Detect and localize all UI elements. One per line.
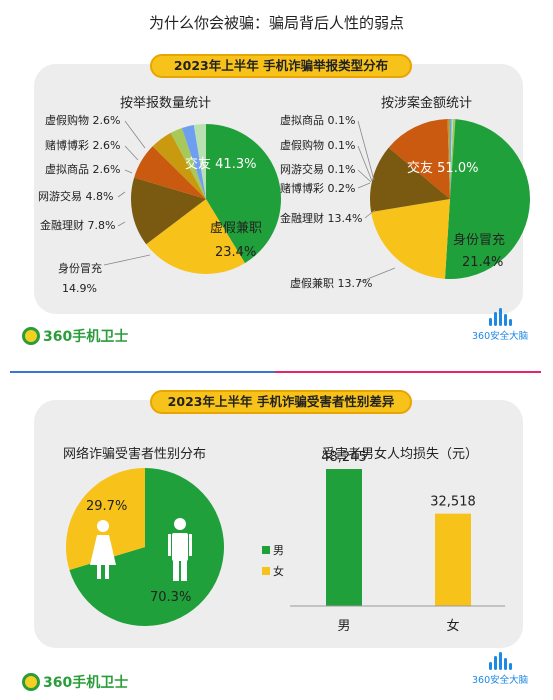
pie-slice-gambling — [181, 124, 206, 199]
loss-value-female: 32,518 — [430, 495, 476, 510]
pie-slice-fake-job — [146, 199, 245, 274]
loss-bar-title: 受害者男女人均损失（元） — [322, 447, 479, 462]
amount-label-virtual-goods: 虚拟商品 0.1% — [280, 113, 355, 127]
count-label-fake-shopping: 虚假购物 2.6% — [45, 113, 120, 127]
count-label-fake-job: 虚假兼职 — [210, 221, 262, 236]
amount-label-game-trade: 网游交易 0.1% — [280, 162, 355, 176]
legend-label-male: 男 — [273, 544, 284, 557]
brain-logo-icon-bottom — [472, 652, 528, 670]
gender-slice-male — [69, 468, 225, 626]
loss-bar-female — [435, 513, 471, 606]
amount-label-fake-job: 虚假兼职 13.7% — [290, 276, 372, 290]
amount-label-impersonation: 身份冒充 — [453, 232, 505, 248]
amount-value-impersonation: 21.4% — [462, 255, 503, 270]
count-label-dating: 交友 41.3% — [185, 156, 256, 172]
brain-logo-text-bottom: 360安全大脑 — [472, 675, 529, 686]
gender-value-female: 29.7% — [86, 499, 127, 514]
brain-logo-icon — [472, 308, 528, 326]
loss-category-female: 女 — [446, 618, 459, 634]
amount-slice-fake-shopping — [450, 119, 454, 199]
gender-slice-female — [65, 468, 145, 570]
pie-slice-game-trade — [152, 132, 206, 199]
loss-value-male: 48,245 — [321, 450, 367, 465]
pie-slice-fake-shopping — [193, 124, 206, 199]
legend-label-female: 女 — [273, 564, 284, 578]
report-type-banner: 2023年上半年 手机诈骗举报类型分布 — [150, 54, 412, 78]
count-label-game-trade: 网游交易 4.8% — [38, 189, 113, 203]
gender-banner: 2023年上半年 手机诈骗受害者性别差异 — [150, 390, 412, 414]
brain-logo-text: 360安全大脑 — [472, 331, 529, 342]
male-figure-icon — [168, 518, 192, 581]
amount-slice-finance — [388, 119, 450, 199]
amount-slice-fake-job — [370, 147, 450, 213]
amount-label-dating: 交友 51.0% — [407, 160, 478, 176]
guard-logo-text-bottom: 360手机卫士 — [43, 675, 129, 691]
pie-slice-virtual-goods — [170, 127, 206, 199]
divider-right — [275, 371, 541, 373]
loss-bar-male — [326, 469, 362, 606]
amount-label-fake-shopping: 虚假购物 0.1% — [280, 138, 355, 152]
count-label-finance: 金融理财 7.8% — [40, 218, 115, 232]
legend-swatch-male — [262, 546, 270, 554]
amount-label-gambling: 赌博博彩 0.2% — [280, 181, 355, 195]
guard-logo-text: 360手机卫士 — [43, 329, 129, 345]
guard-logo-bottom: 360手机卫士 — [22, 672, 128, 692]
brain-logo-top: 360安全大脑 — [472, 308, 528, 342]
loss-category-male: 男 — [337, 619, 350, 634]
guard-logo-icon — [22, 327, 40, 345]
amount-slice-virtual-goods — [450, 119, 456, 199]
count-value-fake-job: 23.4% — [215, 245, 256, 260]
pie-slice-finance — [134, 146, 206, 199]
page-title: 为什么你会被骗：骗局背后人性的弱点 — [148, 14, 404, 32]
amount-slice-gambling — [447, 119, 450, 199]
amount-slice-dating — [444, 119, 531, 279]
female-figure-icon — [90, 520, 116, 579]
count-label-virtual-goods: 虚拟商品 2.6% — [45, 162, 120, 176]
pie-slice-dating — [206, 124, 281, 264]
count-label-gambling: 赌博博彩 2.6% — [45, 138, 120, 152]
amount-slice-game-trade — [449, 118, 452, 199]
guard-logo-top: 360手机卫士 — [22, 326, 128, 346]
report-type-charts: 虚假购物 2.6% 赌博博彩 2.6% 虚拟商品 2.6% 网游交易 4.8% … — [38, 113, 531, 295]
guard-logo-icon-bottom — [22, 673, 40, 691]
count-value-impersonation: 14.9% — [62, 282, 97, 295]
amount-pie-title: 按涉案金额统计 — [381, 96, 473, 111]
count-pie-title: 按举报数量统计 — [120, 96, 212, 111]
amount-slice-impersonation — [371, 199, 450, 279]
count-label-impersonation: 身份冒充 — [58, 261, 102, 275]
legend-swatch-female — [262, 567, 270, 575]
divider-left — [10, 371, 275, 373]
pie-slice-impersonation — [131, 177, 206, 245]
amount-label-finance: 金融理财 13.4% — [280, 211, 362, 225]
gender-value-male: 70.3% — [150, 590, 191, 605]
gender-pie-title: 网络诈骗受害者性别分布 — [63, 447, 207, 462]
brain-logo-bottom: 360安全大脑 — [472, 652, 528, 686]
